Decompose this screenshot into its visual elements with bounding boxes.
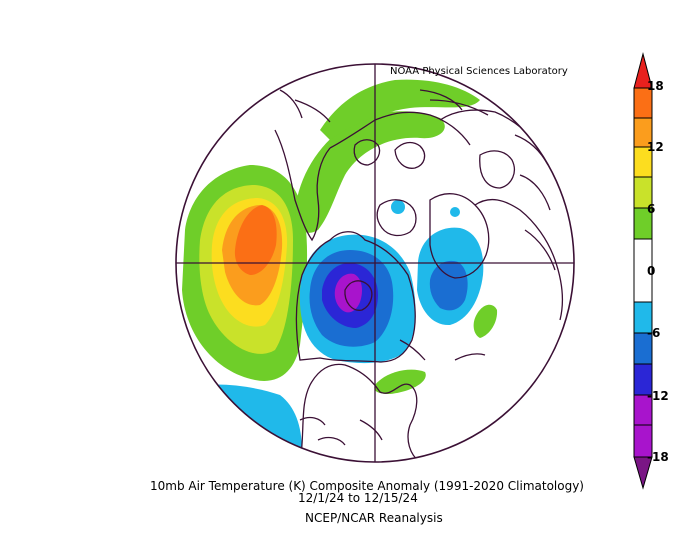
colorbar-label-0: 0 [647, 264, 656, 278]
colorbar-label-18: 18 [647, 79, 664, 93]
colorbar-label-neg18: -18 [647, 450, 669, 464]
lab-credit: NOAA Physical Sciences Laboratory [390, 66, 568, 77]
colorbar [633, 52, 653, 490]
colorbar-label-neg12: -12 [647, 389, 669, 403]
anomaly-shading [176, 79, 498, 462]
colorbar-label-6: 6 [647, 202, 656, 216]
colorbar-label-12: 12 [647, 140, 664, 154]
caption-title: 10mb Air Temperature (K) Composite Anoma… [150, 479, 584, 493]
caption-source: NCEP/NCAR Reanalysis [305, 511, 443, 525]
caption-date-range: 12/1/24 to 12/15/24 [298, 491, 418, 505]
colorbar-label-neg6: -6 [647, 326, 661, 340]
colorbar-bottom-arrow [633, 456, 653, 490]
